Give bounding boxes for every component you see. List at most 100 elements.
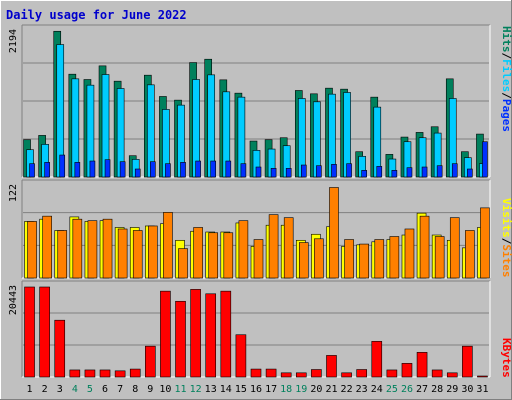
hits-files-pages-bar-pages-day-2 <box>44 162 50 178</box>
hits-files-pages-bar-pages-day-31 <box>482 141 488 178</box>
kbytes-bar-kbytes-day-8 <box>129 368 141 378</box>
visits-sites-bar-sites-day-1 <box>27 221 37 279</box>
kbytes-panel <box>22 281 490 377</box>
day-label-9: 9 <box>147 384 153 395</box>
kbytes-bar-kbytes-day-31 <box>477 375 488 378</box>
hits-files-pages-bar-pages-day-25 <box>391 170 398 178</box>
hits-files-pages-bar-pages-day-6 <box>104 159 111 178</box>
day-label-23: 23 <box>356 384 368 395</box>
day-label-15: 15 <box>235 384 247 395</box>
kbytes-bar-kbytes-day-4 <box>69 369 81 378</box>
visits-sites-series-legend: Visits/Sites <box>500 198 512 278</box>
hits-files-pages-bar-pages-day-8 <box>134 168 141 178</box>
visits-sites-bar-sites-day-15 <box>238 220 249 279</box>
legend-separator: / <box>500 92 512 99</box>
kbytes-bar-kbytes-day-12 <box>190 289 201 378</box>
day-label-14: 14 <box>220 384 232 395</box>
hits-files-pages-bar-pages-day-13 <box>210 160 217 178</box>
visits-sites-bar-sites-day-19 <box>298 242 309 279</box>
visits-sites-bar-sites-day-5 <box>87 220 98 279</box>
kbytes-bar-kbytes-day-27 <box>416 352 428 378</box>
kbytes-bar-kbytes-day-1 <box>24 286 35 378</box>
hits-files-pages-bar-pages-day-3 <box>59 154 66 178</box>
legend-separator: / <box>500 238 512 245</box>
visits-sites-bar-sites-day-13 <box>208 232 219 279</box>
hits-files-pages-bar-pages-day-27 <box>421 166 428 178</box>
day-label-3: 3 <box>57 384 63 395</box>
hits-files-pages-bar-pages-day-5 <box>89 160 96 178</box>
hits-files-pages-bar-pages-day-1 <box>29 163 35 178</box>
visits-sites-bar-sites-day-17 <box>268 214 279 279</box>
legend-hits: Hits <box>500 26 512 53</box>
legend-files: Files <box>500 59 512 92</box>
day-label-11: 11 <box>174 384 186 395</box>
day-label-4: 4 <box>72 384 78 395</box>
visits-sites-bar-sites-day-26 <box>404 228 415 279</box>
visits-sites-bar-sites-day-18 <box>283 217 294 279</box>
hits-files-pages-bar-pages-day-22 <box>346 163 352 178</box>
hits-files-pages-series-legend: Hits/Files/Pages <box>500 26 512 132</box>
day-label-5: 5 <box>87 384 93 395</box>
hits-files-pages-bar-pages-day-12 <box>195 160 201 178</box>
day-label-29: 29 <box>446 384 458 395</box>
day-label-13: 13 <box>205 384 217 395</box>
hits-files-pages-bar-pages-day-7 <box>119 161 126 178</box>
day-label-31: 31 <box>476 384 488 395</box>
visits-sites-bar-sites-day-16 <box>253 239 264 279</box>
visits-sites-bar-sites-day-12 <box>193 227 203 279</box>
day-label-16: 16 <box>250 384 262 395</box>
visits-sites-bar-sites-day-6 <box>102 218 113 279</box>
visits-sites-bar-sites-day-9 <box>148 225 158 279</box>
day-label-2: 2 <box>42 384 48 395</box>
day-label-20: 20 <box>310 384 322 395</box>
day-label-18: 18 <box>280 384 292 395</box>
visits-sites-bar-sites-day-29 <box>449 217 460 279</box>
kbytes-bar-kbytes-day-22 <box>341 372 352 378</box>
visits-sites-bar-sites-day-3 <box>57 230 68 279</box>
legend-kbytes: KBytes <box>500 338 512 378</box>
kbytes-bar-kbytes-day-16 <box>250 368 262 378</box>
kbytes-ymax-label: 20443 <box>8 285 19 315</box>
day-label-17: 17 <box>265 384 277 395</box>
visits-sites-bar-sites-day-21 <box>329 187 339 279</box>
day-label-8: 8 <box>132 384 138 395</box>
hits-files-pages-bar-pages-day-18 <box>285 168 292 178</box>
visits-sites-bar-sites-day-31 <box>480 207 490 279</box>
hits-files-pages-bar-pages-day-19 <box>300 164 307 178</box>
kbytes-bar-kbytes-day-28 <box>431 369 443 378</box>
day-label-6: 6 <box>102 384 108 395</box>
kbytes-bar-kbytes-day-6 <box>99 369 111 378</box>
kbytes-bar-kbytes-day-26 <box>401 363 413 378</box>
kbytes-bar-kbytes-day-21 <box>326 355 337 378</box>
visits-sites-bar-sites-day-25 <box>389 236 400 279</box>
kbytes-bar-kbytes-day-24 <box>371 341 383 378</box>
hits-files-pages-bar-pages-day-17 <box>270 168 277 178</box>
legend-sites: Sites <box>500 244 512 277</box>
day-label-27: 27 <box>416 384 428 395</box>
hits-files-pages-bar-pages-day-30 <box>467 168 473 178</box>
kbytes-bar-kbytes-day-5 <box>84 369 96 378</box>
visits-sites-bar-sites-day-22 <box>344 239 354 279</box>
visits-sites-bar-sites-day-8 <box>132 230 143 279</box>
hits-files-pages-bar-pages-day-23 <box>361 170 367 178</box>
legend-visits: Visits <box>500 198 512 238</box>
hits-files-pages-bar-pages-day-10 <box>165 163 171 178</box>
hits-files-pages-bar-pages-day-9 <box>150 161 156 178</box>
kbytes-bar-kbytes-day-2 <box>39 286 50 378</box>
kbytes-bar-kbytes-day-15 <box>235 334 247 378</box>
visits-sites-bar-sites-day-20 <box>314 238 324 279</box>
day-label-1: 1 <box>27 384 33 395</box>
kbytes-bar-kbytes-day-11 <box>175 300 186 378</box>
day-label-7: 7 <box>117 384 123 395</box>
day-label-25: 25 <box>386 384 398 395</box>
day-label-26: 26 <box>401 384 413 395</box>
day-label-30: 30 <box>461 384 473 395</box>
visits-sites-bar-sites-day-27 <box>419 215 430 279</box>
visits-sites-bar-sites-day-23 <box>359 243 369 279</box>
visits-sites-bar-sites-day-2 <box>42 215 52 279</box>
hits-files-pages-bar-pages-day-4 <box>74 162 81 178</box>
hits-files-pages-bar-pages-day-14 <box>225 160 232 178</box>
kbytes-bar-kbytes-day-10 <box>160 290 171 378</box>
